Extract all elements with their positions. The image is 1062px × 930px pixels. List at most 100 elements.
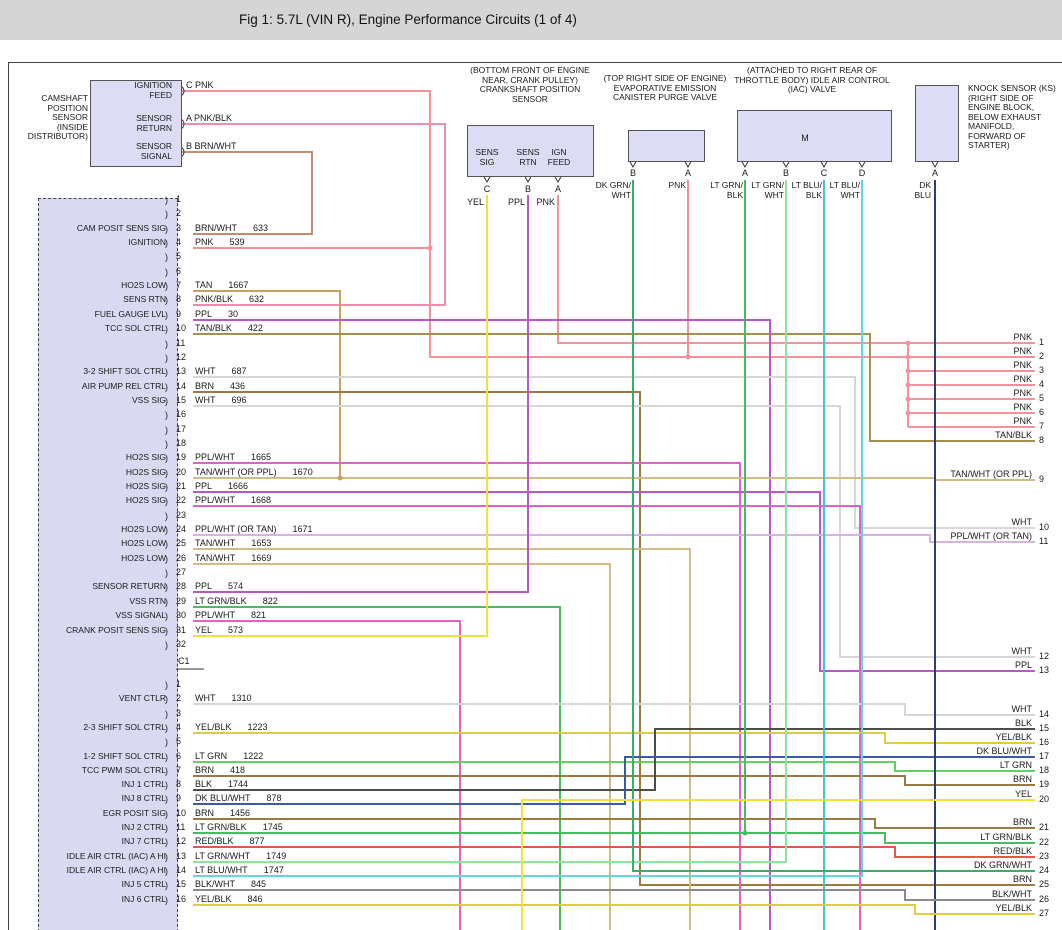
pin-signal-label: HO2S SIG xyxy=(125,481,166,491)
pin-wire-label: LT GRN/WHT 1749 xyxy=(195,851,287,861)
wire-segment xyxy=(193,904,1035,915)
pin-wire-label: PPL 574 xyxy=(195,581,244,591)
crankshaft-wire-ppl: PPL xyxy=(507,197,525,207)
pin-signal-label: IDLE AIR CTRL (IAC) A HI xyxy=(66,851,166,861)
right-wire-number: 9 xyxy=(1039,474,1045,484)
pin-mark: ) xyxy=(165,539,168,549)
wire-segment xyxy=(193,195,529,593)
pin-wire-label: PPL/WHT (OR TAN) 1671 xyxy=(195,524,313,534)
right-wire-number: 18 xyxy=(1039,765,1050,775)
right-wire-label: WHT xyxy=(1011,704,1033,714)
pin-signal-label: HO2S SIG xyxy=(125,495,166,505)
pin-mark: ) xyxy=(165,640,168,650)
pin-wire-label: LT GRN 1222 xyxy=(195,751,264,761)
camshaft-lead-c-pnk: C PNK xyxy=(186,80,214,90)
pin-number: 5 xyxy=(176,251,182,261)
pin-number: 1 xyxy=(176,679,182,689)
wire-segment xyxy=(193,391,1035,886)
pin-number: 12 xyxy=(176,836,187,846)
pin-wire-label: TAN/WHT 1669 xyxy=(195,553,272,563)
pin-number: 21 xyxy=(176,481,187,491)
pin-number: 3 xyxy=(176,223,182,233)
pin-mark: ) xyxy=(165,680,168,690)
pin-number: 2 xyxy=(176,208,182,218)
wire-segment xyxy=(193,180,863,877)
pin-number: 15 xyxy=(176,395,187,405)
right-wire-label: YEL/BLK xyxy=(995,903,1032,913)
pin-signal-label: INJ 8 CTRL xyxy=(121,793,166,803)
pin-number: 28 xyxy=(176,581,187,591)
wire-junction-dot xyxy=(685,354,691,360)
wire-segment xyxy=(193,761,1035,772)
pin-number: 9 xyxy=(176,793,182,803)
wire-segment xyxy=(193,195,488,637)
wire-junction-dot xyxy=(427,245,433,251)
pin-wire-label: BRN 1456 xyxy=(195,808,251,818)
pin-number: 16 xyxy=(176,894,187,904)
pin-mark: ) xyxy=(165,310,168,320)
pin-number: 24 xyxy=(176,524,187,534)
pin-mark: ) xyxy=(165,694,168,704)
pin-wire-label: PPL/WHT 1665 xyxy=(195,452,272,462)
camshaft-sensor-label: CAMSHAFT POSITION SENSOR (INSIDE DISTRIB… xyxy=(27,93,88,141)
pin-mark: ) xyxy=(165,367,168,377)
right-wire-label: BRN xyxy=(1012,774,1032,784)
pin-number: 8 xyxy=(176,779,182,789)
pin-number: 22 xyxy=(176,495,187,505)
pin-mark: ) xyxy=(165,554,168,564)
wire-segment xyxy=(193,333,1035,442)
iac-wire-lt-grn-wht: LT GRN/ WHT xyxy=(751,180,784,200)
wire-segment xyxy=(180,151,313,235)
pin-number: 13 xyxy=(176,851,187,861)
crankshaft-col-sens-sig: SENS SIG xyxy=(475,147,499,167)
pin-wire-label: TAN/BLK 422 xyxy=(195,323,263,333)
pin-wire-label: PNK/BLK 632 xyxy=(195,294,265,304)
pin-number: 6 xyxy=(176,751,182,761)
wire-junction-dot xyxy=(905,410,911,416)
pin-wire-label: WHT 687 xyxy=(195,366,247,376)
iac-pin-letter-d: D xyxy=(858,168,866,178)
symbol-mark xyxy=(553,174,563,184)
pin-signal-label: INJ 5 CTRL xyxy=(121,879,166,889)
pcm-connector-block xyxy=(38,198,178,930)
wire-segment xyxy=(193,290,341,478)
wire-segment xyxy=(193,376,1035,529)
right-wire-number: 24 xyxy=(1039,865,1050,875)
wire-segment xyxy=(193,728,1035,791)
right-wire-label: YEL xyxy=(1014,789,1032,799)
pin-mark: ) xyxy=(165,852,168,862)
pin-signal-label: INJ 2 CTRL xyxy=(121,822,166,832)
pin-mark: ) xyxy=(165,468,168,478)
pin-signal-label: SENS RTN xyxy=(123,294,166,304)
pin-number: 2 xyxy=(176,693,182,703)
pin-mark: ) xyxy=(165,224,168,234)
right-wire-number: 22 xyxy=(1039,837,1050,847)
symbol-mark xyxy=(930,159,940,169)
wire-segment xyxy=(193,889,1035,901)
right-wire-number: 21 xyxy=(1039,822,1050,832)
camshaft-pin-sensor-signal: SENSOR SIGNAL xyxy=(136,141,172,161)
iac-wire-lt-blu-blk: LT BLU/ BLK xyxy=(791,180,822,200)
right-wire-number: 11 xyxy=(1039,536,1049,546)
crankshaft-wire-yel: YEL xyxy=(466,197,484,207)
right-wire-label: WHT xyxy=(1011,517,1033,527)
pin-number: 7 xyxy=(176,765,182,775)
pin-signal-label: INJ 7 CTRL xyxy=(121,836,166,846)
right-wire-label: TAN/WHT (OR PPL) xyxy=(950,469,1032,479)
right-wire-number: 20 xyxy=(1039,794,1050,804)
title-bar: Fig 1: 5.7L (VIN R), Engine Performance … xyxy=(0,0,1062,40)
wire-segment xyxy=(193,775,1035,786)
right-wire-label: BLK xyxy=(1014,718,1032,728)
pin-number: 14 xyxy=(176,381,187,391)
pin-signal-label: TCC PWM SOL CTRL xyxy=(81,765,166,775)
right-wire-number: 12 xyxy=(1039,651,1050,661)
wire-segment xyxy=(193,563,611,930)
pin-signal-label: IGNITION xyxy=(128,237,166,247)
right-wire-label: DK GRN/WHT xyxy=(974,860,1032,870)
iac-wire-lt-grn-blk: LT GRN/ BLK xyxy=(710,180,743,200)
pin-number: 6 xyxy=(176,266,182,276)
pin-mark: ) xyxy=(165,410,168,420)
pin-mark: ) xyxy=(165,780,168,790)
pin-mark: ) xyxy=(165,880,168,890)
crankshaft-pin-letter-b: B xyxy=(524,184,531,194)
